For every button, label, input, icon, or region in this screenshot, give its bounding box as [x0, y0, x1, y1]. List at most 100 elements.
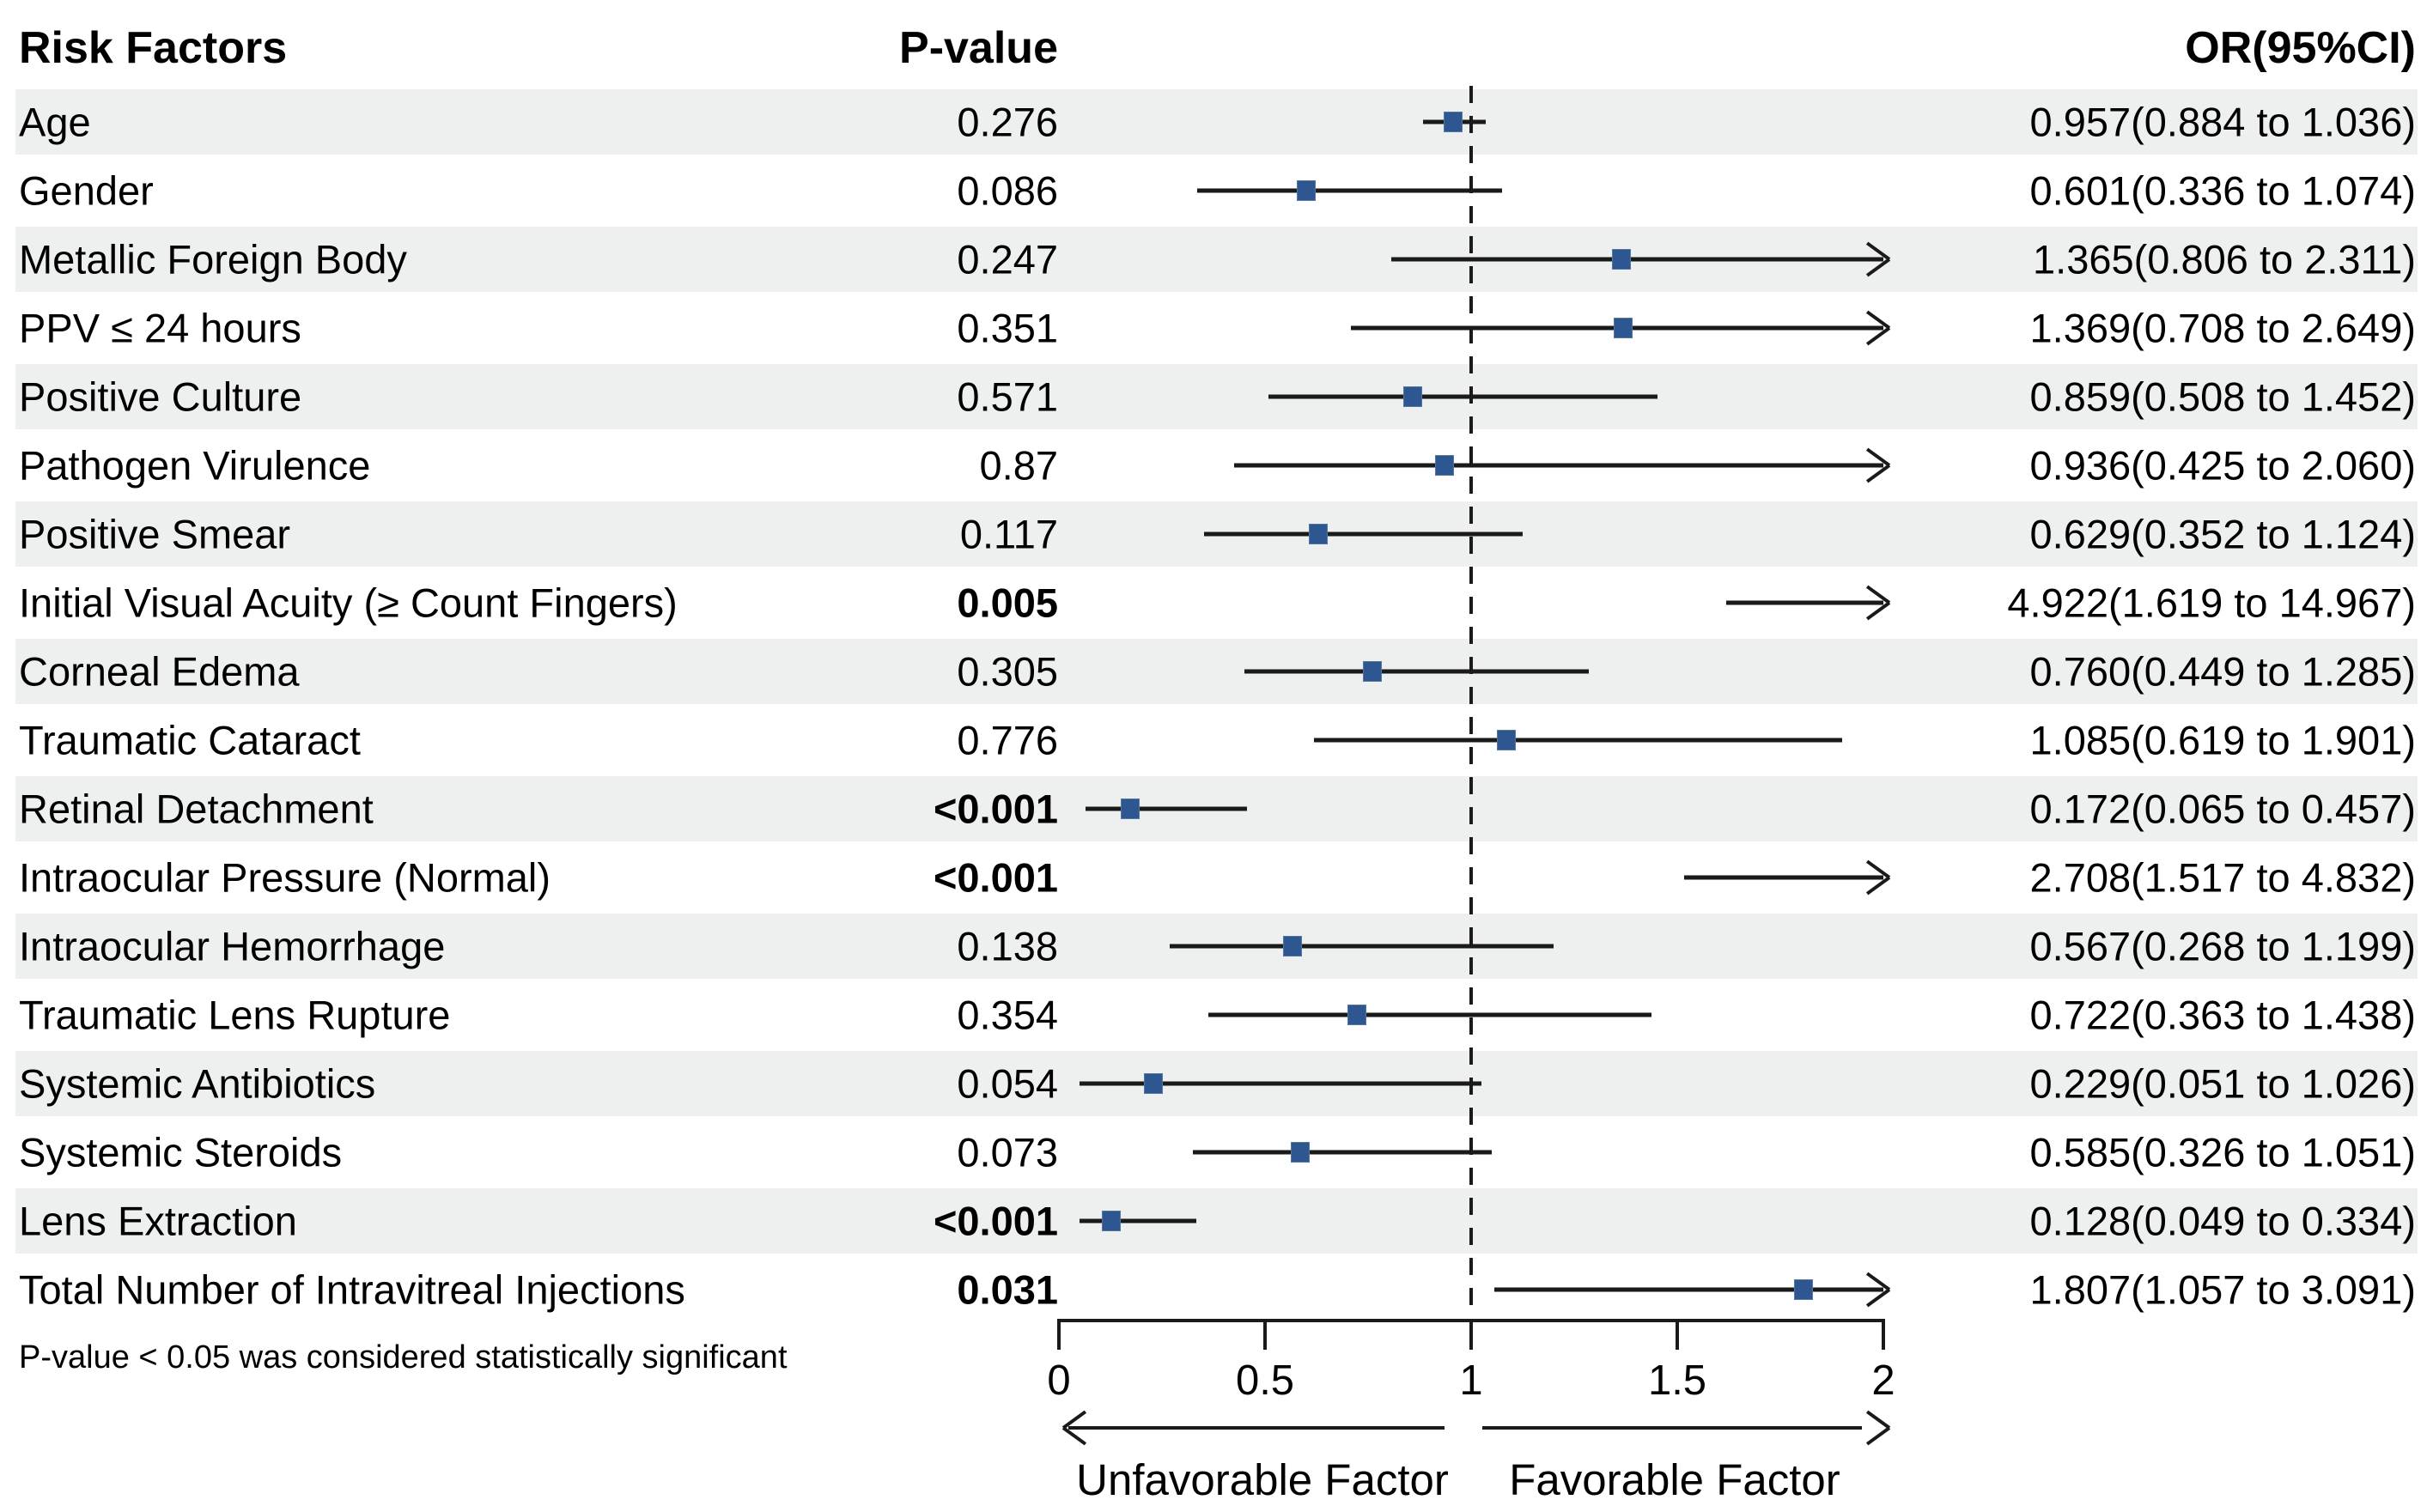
row-or-ci: 4.922(1.619 to 14.967) [2007, 580, 2416, 626]
arrow-right-icon [1860, 309, 1891, 347]
or-marker [1102, 1211, 1122, 1231]
row-shading-band [15, 639, 2418, 704]
axis-tick-label: 1 [1459, 1357, 1483, 1404]
row-pvalue: 0.276 [957, 99, 1058, 145]
row-label: Corneal Edema [19, 648, 300, 695]
table-row: Pathogen Virulence 0.87 0.936(0.425 to 2.0… [0, 431, 2433, 500]
table-row: Metallic Foreign Body 0.247 1.365(0.806 to… [0, 225, 2433, 294]
unfavorable-arrow-line [1068, 1426, 1445, 1430]
row-or-ci: 0.567(0.268 to 1.199) [2029, 923, 2416, 969]
or-marker [1444, 112, 1463, 132]
row-pvalue: 0.031 [957, 1266, 1058, 1313]
row-or-ci: 1.807(1.057 to 3.091) [2029, 1266, 2416, 1313]
row-pvalue: 0.571 [957, 373, 1058, 420]
favorable-factor-label: Favorable Factor [1509, 1455, 1840, 1504]
or-marker [1297, 180, 1317, 201]
reference-line [1469, 86, 1473, 1309]
row-or-ci: 1.369(0.708 to 2.649) [2029, 305, 2416, 351]
table-row: PPV ≤ 24 hours 0.351 1.369(0.708 to 2.649) [0, 294, 2433, 362]
row-pvalue: 0.87 [979, 442, 1058, 489]
row-pvalue: 0.005 [957, 580, 1058, 626]
risk-factors-header: Risk Factors [19, 23, 288, 73]
row-or-ci: 0.936(0.425 to 2.060) [2029, 442, 2416, 489]
row-label: Age [19, 99, 91, 145]
ci-line [1208, 1012, 1652, 1017]
or-marker [1120, 799, 1140, 819]
or-marker [1614, 318, 1633, 338]
ci-line [1268, 394, 1657, 399]
ci-line [1234, 463, 1883, 468]
row-label: Intraocular Pressure (Normal) [19, 854, 551, 901]
ci-line [1080, 1081, 1482, 1086]
axis-tick [1263, 1321, 1267, 1350]
ci-line [1169, 944, 1554, 949]
table-row: Intraocular Pressure (Normal) <0.001 2.708… [0, 843, 2433, 912]
axis-tick [1676, 1321, 1679, 1350]
table-row: Positive Culture 0.571 0.859(0.508 to 1.45… [0, 362, 2433, 431]
row-label: Positive Smear [19, 511, 291, 557]
row-pvalue: 0.073 [957, 1129, 1058, 1175]
significance-footnote: P-value < 0.05 was considered statistica… [19, 1339, 788, 1375]
row-or-ci: 0.760(0.449 to 1.285) [2029, 648, 2416, 695]
row-or-ci: 0.722(0.363 to 1.438) [2029, 992, 2416, 1038]
row-or-ci: 0.859(0.508 to 1.452) [2029, 373, 2416, 420]
or-marker [1347, 1005, 1366, 1025]
row-or-ci: 0.585(0.326 to 1.051) [2029, 1129, 2416, 1175]
row-or-ci: 0.629(0.352 to 1.124) [2029, 511, 2416, 557]
axis-tick-label: 1.5 [1647, 1357, 1707, 1404]
row-label: Intraocular Hemorrhage [19, 923, 446, 969]
or-marker [1308, 524, 1328, 544]
row-label: PPV ≤ 24 hours [19, 305, 301, 351]
row-label: Lens Extraction [19, 1198, 297, 1244]
arrow-right-icon [1860, 446, 1891, 484]
axis-tick [1057, 1321, 1061, 1350]
axis-tick-label: 2 [1871, 1357, 1895, 1404]
table-row: Retinal Detachment <0.001 0.172(0.065 to 0… [0, 774, 2433, 843]
table-row: Systemic Antibiotics 0.054 0.229(0.051 to … [0, 1049, 2433, 1118]
table-row: Systemic Steroids 0.073 0.585(0.326 to 1.0… [0, 1118, 2433, 1187]
table-row: Gender 0.086 0.601(0.336 to 1.074) [0, 156, 2433, 225]
row-label: Positive Culture [19, 373, 302, 420]
arrow-right-icon [1860, 240, 1891, 278]
row-label: Initial Visual Acuity (≥ Count Fingers) [19, 580, 678, 626]
axis-tick [1469, 1321, 1473, 1350]
row-label: Pathogen Virulence [19, 442, 371, 489]
ci-line [1086, 806, 1248, 811]
row-or-ci: 0.128(0.049 to 0.334) [2029, 1198, 2416, 1244]
row-label: Total Number of Intravitreal Injections [19, 1266, 685, 1313]
ci-line [1244, 669, 1589, 674]
or-ci-header: OR(95%CI) [2185, 23, 2416, 73]
row-or-ci: 0.957(0.884 to 1.036) [2029, 99, 2416, 145]
row-or-ci: 2.708(1.517 to 4.832) [2029, 854, 2416, 901]
row-pvalue: 0.776 [957, 717, 1058, 763]
table-row: Positive Smear 0.117 0.629(0.352 to 1.124) [0, 500, 2433, 568]
row-or-ci: 1.365(0.806 to 2.311) [2033, 236, 2416, 282]
or-marker [1290, 1142, 1310, 1163]
or-marker [1794, 1279, 1814, 1300]
axis-tick-label: 0 [1047, 1357, 1071, 1404]
table-row: Total Number of Intravitreal Injections 0… [0, 1255, 2433, 1324]
row-pvalue: 0.117 [959, 511, 1058, 557]
arrow-right-icon [1860, 1271, 1891, 1309]
row-shading-band [15, 1188, 2418, 1254]
favorable-arrow-line [1482, 1426, 1862, 1430]
or-marker [1612, 249, 1632, 270]
ci-line [1684, 875, 1883, 880]
or-marker [1496, 730, 1516, 750]
ci-line [1494, 1287, 1883, 1292]
p-value-header: P-value [899, 23, 1058, 73]
arrow-right-icon [1860, 1409, 1891, 1447]
row-or-ci: 0.229(0.051 to 1.026) [2029, 1060, 2416, 1107]
row-pvalue: 0.351 [957, 305, 1058, 351]
unfavorable-factor-label: Unfavorable Factor [1076, 1455, 1449, 1504]
table-row: Traumatic Cataract 0.776 1.085(0.619 to 1.… [0, 706, 2433, 774]
ci-line [1079, 1218, 1197, 1224]
row-label: Systemic Steroids [19, 1129, 343, 1175]
table-row: Initial Visual Acuity (≥ Count Fingers) 0… [0, 568, 2433, 637]
ci-line [1197, 188, 1502, 193]
row-shading-band [15, 89, 2418, 155]
table-row: Traumatic Lens Rupture 0.354 0.722(0.363 t… [0, 981, 2433, 1049]
axis-tick [1882, 1321, 1885, 1350]
row-pvalue: 0.354 [957, 992, 1058, 1038]
